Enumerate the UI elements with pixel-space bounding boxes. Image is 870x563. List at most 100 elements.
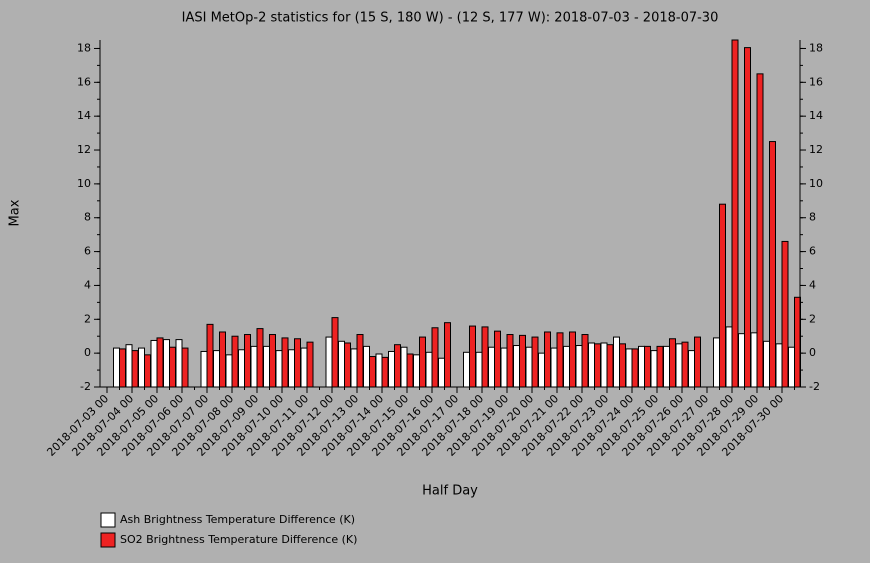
bar: [588, 342, 595, 388]
bar: [231, 335, 239, 388]
bar: [594, 343, 601, 388]
bar: [475, 351, 483, 388]
bar: [163, 339, 170, 388]
bar: [719, 203, 726, 388]
bar: [206, 323, 214, 388]
bar: [275, 350, 283, 388]
bar: [713, 337, 720, 388]
bar: [219, 331, 226, 388]
bar: [525, 346, 533, 388]
bar: [606, 344, 614, 388]
bar: [481, 326, 489, 388]
y-tick-label: 6: [84, 245, 91, 258]
bar: [288, 349, 295, 388]
bar: [631, 348, 639, 388]
bar: [169, 346, 176, 388]
legend-swatch: [100, 532, 116, 548]
bar: [650, 350, 658, 388]
bar: [788, 346, 795, 388]
bar: [625, 348, 633, 388]
bar: [694, 336, 701, 388]
bar: [619, 343, 626, 388]
bar: [563, 345, 570, 388]
y-tick-label: 4: [84, 278, 91, 291]
bar: [375, 353, 383, 388]
bar: [425, 351, 433, 388]
bar: [613, 336, 620, 388]
legend-label: Ash Brightness Temperature Difference (K…: [120, 513, 355, 526]
bar: [494, 330, 501, 388]
bar: [488, 346, 495, 388]
y-tick-label: -2: [809, 380, 820, 393]
bar: [544, 331, 551, 388]
bar: [394, 344, 401, 388]
bar: [575, 345, 583, 388]
bar: [569, 331, 576, 388]
bar: [688, 350, 695, 388]
bar: [531, 336, 539, 388]
chart-title: IASI MetOp-2 statistics for (15 S, 180 W…: [182, 11, 719, 26]
legend-label: SO2 Brightness Temperature Difference (K…: [120, 533, 357, 546]
bar: [431, 327, 439, 388]
y-tick-label: 0: [809, 346, 816, 359]
y-tick-label: 10: [809, 177, 823, 190]
y-tick-label: 14: [809, 109, 823, 122]
y-tick-label: 16: [809, 75, 823, 88]
bar: [125, 344, 133, 388]
y-tick-label: 18: [77, 41, 91, 54]
y-tick-label: 14: [77, 109, 91, 122]
bar: [250, 345, 258, 388]
y-tick-label: 8: [84, 211, 91, 224]
bar: [463, 351, 470, 388]
bar: [225, 354, 233, 388]
bar: [200, 350, 208, 388]
y-tick-label: 12: [809, 143, 823, 156]
bar: [638, 345, 645, 388]
bar: [419, 336, 426, 388]
bar: [331, 317, 339, 388]
bar: [119, 348, 126, 388]
x-axis-label: Half Day: [422, 484, 478, 499]
y-tick-label: 8: [809, 211, 816, 224]
bar: [669, 338, 676, 388]
bar: [763, 340, 770, 388]
y-tick-label: 0: [84, 346, 91, 359]
bar: [281, 337, 289, 388]
y-tick-label: 10: [77, 177, 91, 190]
bar: [344, 342, 351, 388]
bar: [769, 141, 776, 388]
bar: [556, 332, 564, 388]
y-tick-label: 16: [77, 75, 91, 88]
bar: [469, 325, 476, 388]
bar: [244, 334, 251, 388]
bar: [363, 345, 370, 388]
legend-swatch: [100, 512, 116, 528]
y-tick-label: 2: [84, 312, 91, 325]
bar: [656, 345, 664, 388]
bar: [406, 353, 414, 388]
bar: [263, 345, 270, 388]
y-axis-label: Max: [8, 199, 23, 226]
bar: [731, 39, 739, 388]
bar: [175, 339, 183, 388]
bar: [750, 332, 758, 388]
y-tick-label: 2: [809, 312, 816, 325]
y-tick-label: 12: [77, 143, 91, 156]
bar: [381, 356, 389, 388]
bar: [306, 341, 314, 388]
bar: [519, 334, 526, 388]
bar: [138, 347, 145, 388]
bar: [781, 240, 789, 388]
bar: [775, 343, 783, 388]
bar: [300, 347, 308, 388]
bar: [644, 345, 651, 388]
bar: [438, 357, 445, 388]
y-tick-label: 4: [809, 278, 816, 291]
bar: [756, 73, 764, 388]
bar: [113, 347, 120, 388]
bar: [144, 354, 151, 388]
bar: [294, 338, 301, 388]
bar: [681, 341, 689, 388]
bar: [269, 334, 276, 388]
